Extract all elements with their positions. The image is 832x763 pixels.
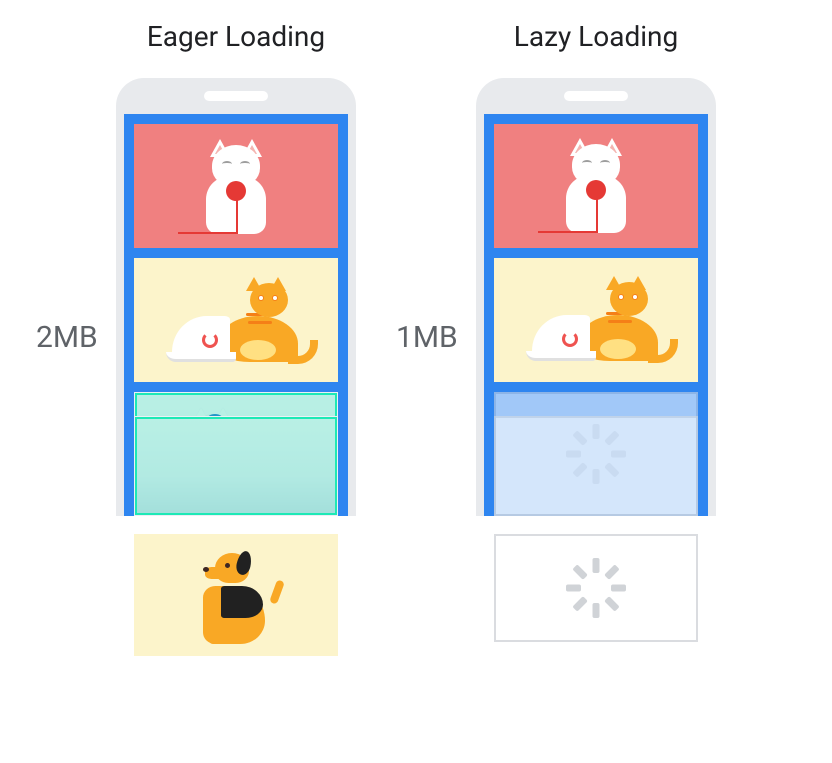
card-cat-sneaker — [134, 258, 338, 382]
eager-heading: Eager Loading — [147, 20, 325, 53]
card-cat-sneaker — [494, 258, 698, 382]
phone-earpiece — [204, 91, 268, 101]
lazy-heading: Lazy Loading — [514, 20, 678, 53]
eager-column: Eager Loading 2MB — [116, 20, 356, 516]
phone-earpiece — [564, 91, 628, 101]
lazy-phone-wrap — [476, 78, 716, 516]
lazy-below-fold — [484, 516, 708, 642]
card-cat-yarn — [494, 124, 698, 248]
cat-sneaker-illustration — [156, 273, 316, 368]
eager-below-fold — [124, 516, 348, 656]
lazy-size-label: 1MB — [396, 320, 458, 355]
diagram-container: Eager Loading 2MB — [0, 0, 832, 516]
loading-spinner-icon — [571, 563, 621, 613]
cat-yarn-illustration — [196, 139, 276, 234]
card-cat-yarn — [134, 124, 338, 248]
dog-illustration — [181, 543, 291, 648]
card-cat-bluespots-below — [134, 416, 338, 516]
card-placeholder-below-1 — [494, 416, 698, 516]
eager-size-label: 2MB — [36, 320, 98, 355]
cat-sneaker-illustration — [516, 272, 676, 367]
card-placeholder-2 — [494, 534, 698, 642]
eager-phone-wrap — [116, 78, 356, 516]
card-dog — [134, 534, 338, 656]
lazy-column: Lazy Loading 1MB — [476, 20, 716, 516]
cat-yarn-illustration — [556, 138, 636, 233]
